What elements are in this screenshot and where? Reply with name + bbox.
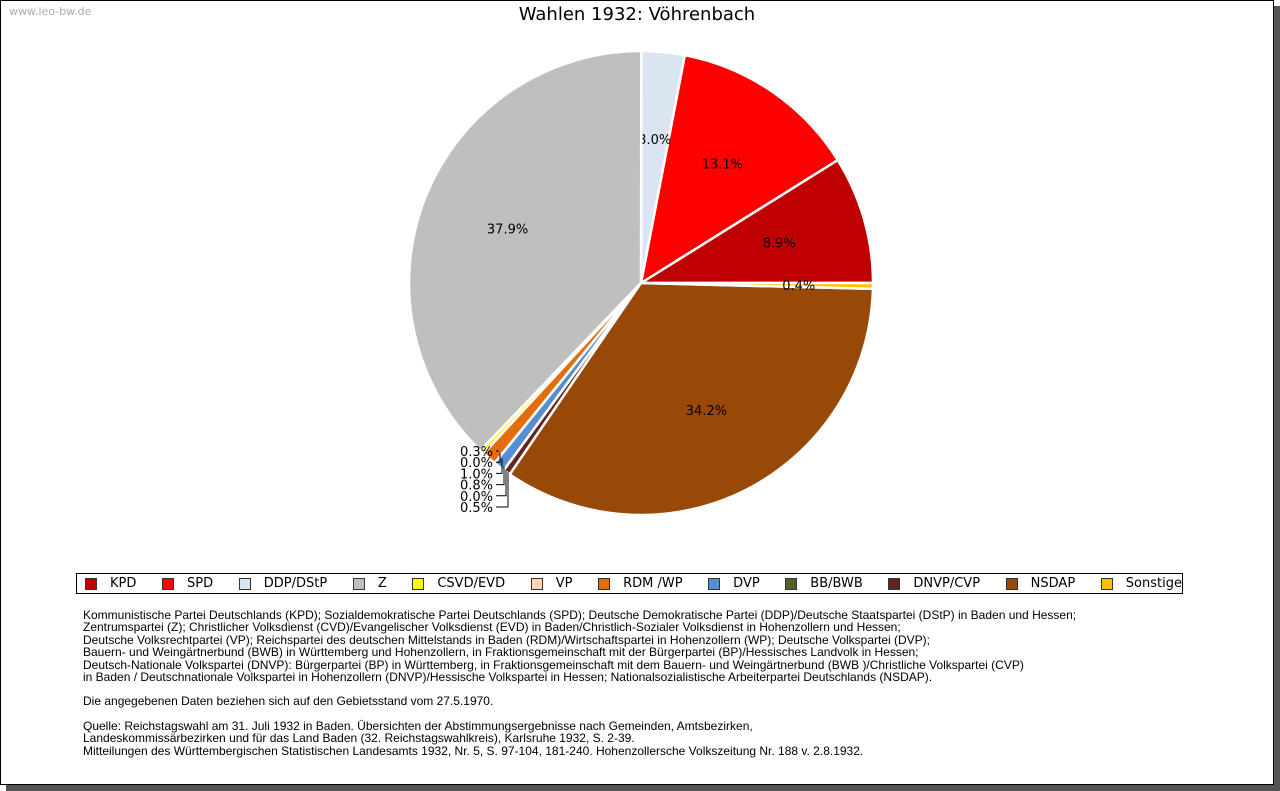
pie-slice-spd <box>639 53 840 286</box>
gebietsstand-note: Die angegebenen Daten beziehen sich auf … <box>83 694 494 709</box>
legend-swatch <box>598 577 611 590</box>
legend-item: VP <box>530 576 573 591</box>
pie-slice-sonstige <box>640 281 875 291</box>
legend-swatch <box>1005 577 1018 590</box>
chart-title: Wahlen 1932: Vöhrenbach <box>518 4 756 25</box>
slice-label: 0.5% <box>460 501 493 516</box>
legend-item: SPD <box>162 576 213 591</box>
legend-item: RDM /WP <box>598 576 683 591</box>
legend-label: NSDAP <box>1030 576 1076 591</box>
slice-label: 37.9% <box>487 222 528 237</box>
legend-label: DDP/DStP <box>263 576 328 591</box>
legend-swatch <box>888 577 901 590</box>
legend-swatch <box>530 577 543 590</box>
legend-item: DVP <box>708 576 760 591</box>
pie-slice-z <box>407 49 643 453</box>
leader-line <box>496 450 499 452</box>
legend-label: VP <box>555 576 573 591</box>
legend-item: Z <box>352 576 387 591</box>
slice-label: 8.9% <box>763 236 796 251</box>
leader-line <box>496 472 509 508</box>
legend-item: BB/BWB <box>785 576 863 591</box>
watermark: www.leo-bw.de <box>9 5 92 18</box>
legend-swatch <box>352 577 365 590</box>
slice-label: 0.3% <box>460 445 493 460</box>
legend-item: DDP/DStP <box>238 576 328 591</box>
slice-label: 13.1% <box>702 157 743 172</box>
legend-label: CSVD/EVD <box>437 576 506 591</box>
legend-item: Sonstige <box>1100 576 1182 591</box>
legend-label: BB/BWB <box>810 576 863 591</box>
legend-label: DNVP/CVP <box>913 576 981 591</box>
legend: KPD SPD DDP/DStP Z CSVD/EVD VP RDM /WP DVP BB/BW… <box>76 573 1183 594</box>
legend-swatch <box>238 577 251 590</box>
leader-line <box>496 458 503 474</box>
slice-label: 0.4% <box>782 279 815 294</box>
party-notes: Kommunistische Partei Deutschlands (KPD)… <box>83 608 1077 685</box>
legend-label: Z <box>377 576 387 591</box>
legend-swatch <box>162 577 174 590</box>
legend-swatch <box>85 577 97 590</box>
slice-label: 3.0% <box>638 133 671 148</box>
leader-line <box>496 470 507 497</box>
legend-item: NSDAP <box>1005 576 1076 591</box>
leader-line <box>496 453 501 463</box>
legend-swatch <box>785 577 798 590</box>
legend-label: DVP <box>733 576 760 591</box>
legend-swatch <box>412 577 425 590</box>
legend-item: CSVD/EVD <box>412 576 505 591</box>
legend-label: Sonstige <box>1125 576 1182 591</box>
legend-label: RDM /WP <box>623 576 683 591</box>
source-note: Quelle: Reichstagswahl am 31. Juli 1932 … <box>83 718 864 758</box>
legend-item: KPD <box>85 576 136 591</box>
leader-line <box>496 466 505 486</box>
pie-slice-kpd <box>636 158 875 285</box>
slice-label: 0.0% <box>460 456 493 471</box>
slice-label: 34.2% <box>686 404 727 419</box>
legend-label: SPD <box>187 576 214 591</box>
slice-label: 1.0% <box>460 467 493 482</box>
notes: Kommunistische Partei Deutschlands (KPD)… <box>83 609 1076 757</box>
pie-slice-nsdap <box>508 281 875 517</box>
pie-chart: 8.9%13.1%3.0%37.9%34.2%0.4%0.3%0.0%1.0%0… <box>407 49 875 517</box>
legend-swatch <box>708 577 721 590</box>
legend-item: DNVP/CVP <box>888 576 980 591</box>
slice-label: 0.8% <box>460 479 493 494</box>
legend-swatch <box>1100 577 1113 590</box>
legend-label: KPD <box>110 576 137 591</box>
slice-label: 0.0% <box>460 490 493 505</box>
